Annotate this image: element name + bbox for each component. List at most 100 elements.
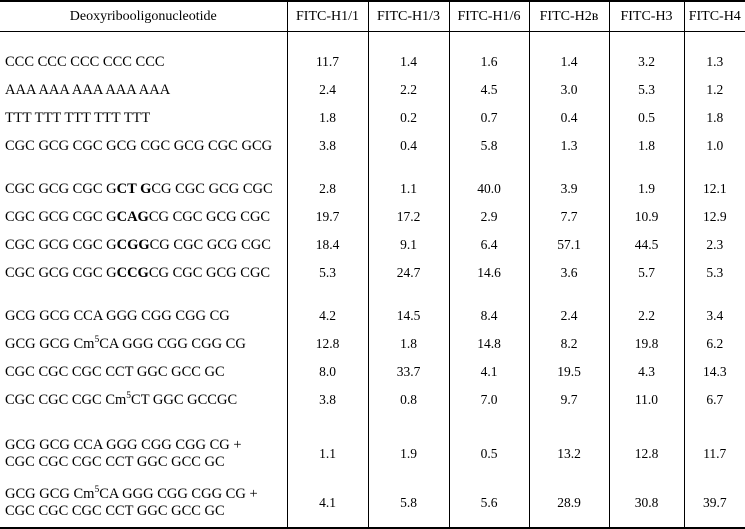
spacer-cell (528, 287, 609, 302)
table-row: CCC CCC CCC CCC CCC 11.7 1.4 1.6 1.4 3.2 1.3 (0, 48, 745, 76)
column-header-4: FITC-H2в (528, 1, 609, 32)
sequence-text: CA GGG CGG CGG CG + (99, 485, 258, 502)
spacer-cell (608, 287, 684, 302)
bold-sequence-segment: CGG (116, 236, 150, 253)
spacer-cell (0, 32, 287, 49)
value-cell: 0.2 (367, 104, 449, 132)
sequence-text: CG CGC GCG CGC (148, 264, 271, 281)
value-cell: 3.8 (286, 386, 368, 414)
value-cell: 19.8 (608, 330, 684, 358)
value-cell: 0.4 (528, 104, 609, 132)
value-cell: 12.9 (683, 203, 745, 231)
value-cell: 9.1 (367, 231, 449, 259)
sequence-line: CGC GCG CGC GCCGCG CGC GCG CGC (5, 265, 283, 282)
value-cell: 0.5 (608, 104, 684, 132)
value-cell: 5.3 (608, 76, 684, 104)
table-row: GCG GCG Cm5CA GGG CGG CGG CG 12.8 1.8 14.8 8… (0, 330, 745, 358)
value-cell: 1.9 (608, 175, 684, 203)
value-cell: 1.2 (683, 76, 745, 104)
spacer-cell (367, 31, 449, 48)
value-cell: 6.4 (448, 231, 529, 259)
table-row: CGC GCG CGC GCGGCG CGC GCG CGC 18.4 9.1 6.4… (0, 231, 745, 259)
table-row: CGC GCG CGC GCCGCG CGC GCG CGC 5.3 24.7 14.… (0, 259, 745, 287)
sequence-text: CGC GCG CGC G (5, 264, 117, 281)
value-cell: 3.6 (528, 259, 609, 287)
value-cell: 5.7 (608, 259, 684, 287)
sequence-line: TTT TTT TTT TTT TTT (5, 110, 283, 127)
table-row: CGC GCG CGC GCG CGC GCG CGC GCG 3.8 0.4 5.8… (0, 132, 745, 160)
value-cell: 0.7 (448, 104, 529, 132)
value-cell: 6.2 (683, 330, 745, 358)
table-row: GCG GCG Cm5CA GGG CGG CGG CG + CGC CGC CG… (0, 478, 745, 528)
value-cell: 30.8 (608, 478, 684, 528)
value-cell: 1.8 (286, 104, 368, 132)
spacer-cell (448, 287, 529, 302)
sequence-text: CGC CGC CGC CCT GGC GCC GC (5, 502, 225, 519)
value-cell: 44.5 (608, 231, 684, 259)
value-cell: 1.8 (608, 132, 684, 160)
value-cell: 12.1 (683, 175, 745, 203)
sequence-cell: CGC GCG CGC GCCGCG CGC GCG CGC (0, 259, 287, 287)
value-cell: 24.7 (367, 259, 449, 287)
value-cell: 14.5 (367, 302, 449, 330)
column-header-3: FITC-H1/6 (448, 1, 529, 32)
spacer-cell (683, 160, 745, 175)
sequence-text: AAA AAA AAA AAA AAA (5, 81, 171, 98)
sequence-line: CGC GCG CGC GCG CGC GCG CGC GCG (5, 138, 283, 155)
value-cell: 6.7 (683, 386, 745, 414)
sequence-text: CGC GCG CGC G (5, 236, 117, 253)
sequence-cell: CGC GCG CGC GCGGCG CGC GCG CGC (0, 231, 287, 259)
spacer-cell (683, 287, 745, 302)
sequence-cell: GCG GCG Cm5CA GGG CGG CGG CG + CGC CGC CG… (0, 478, 287, 528)
spacer-cell (286, 31, 368, 48)
sequence-line: CGC CGC CGC CCT GGC GCC GC (5, 503, 283, 520)
value-cell: 2.2 (608, 302, 684, 330)
sequence-cell: CGC CGC CGC CCT GGC GCC GC (0, 358, 287, 386)
sequence-line: CCC CCC CCC CCC CCC (5, 54, 283, 71)
value-cell: 4.5 (448, 76, 529, 104)
sequence-text: GCG GCG CCA GGG CGG CGG CG + (5, 436, 242, 453)
superscript-5: 5 (126, 390, 132, 401)
sequence-text: CT GGC GCCGC (131, 391, 238, 408)
group-spacer-row (0, 287, 745, 302)
value-cell: 9.7 (528, 386, 609, 414)
table-row: CGC GCG CGC GCT GCG CGC GCG CGC 2.8 1.1 40.… (0, 175, 745, 203)
sequence-line: CGC CGC CGC Cm5CT GGC GCCGC (5, 390, 283, 409)
table-row: CGC CGC CGC CCT GGC GCC GC 8.0 33.7 4.1 19.5… (0, 358, 745, 386)
sequence-text: CGC CGC CGC Cm (5, 391, 127, 408)
sequence-text: CA GGG CGG CGG CG (99, 335, 246, 352)
value-cell: 11.0 (608, 386, 684, 414)
sequence-cell: CGC CGC CGC Cm5CT GGC GCCGC (0, 386, 287, 414)
sequence-cell: CGC GCG CGC GCAGCG CGC GCG CGC (0, 203, 287, 231)
spacer-cell (0, 160, 287, 175)
value-cell: 40.0 (448, 175, 529, 203)
sequence-text: CGC CGC CGC CCT GGC GCC GC (5, 363, 225, 380)
value-cell: 28.9 (528, 478, 609, 528)
value-cell: 12.8 (286, 330, 368, 358)
value-cell: 4.2 (286, 302, 368, 330)
sequence-text: CGC CGC CGC CCT GGC GCC GC (5, 453, 225, 470)
sequence-cell: CGC GCG CGC GCG CGC GCG CGC GCG (0, 132, 287, 160)
value-cell: 1.1 (286, 429, 368, 478)
table-body: CCC CCC CCC CCC CCC 11.7 1.4 1.6 1.4 3.2 1.3 AA… (0, 31, 745, 528)
value-cell: 10.9 (608, 203, 684, 231)
sequence-cell: CGC GCG CGC GCT GCG CGC GCG CGC (0, 175, 287, 203)
value-cell: 1.4 (367, 48, 449, 76)
value-cell: 1.8 (367, 330, 449, 358)
sequence-line: GCG GCG Cm5CA GGG CGG CGG CG + (5, 485, 283, 503)
spacer-cell (0, 287, 287, 302)
value-cell: 57.1 (528, 231, 609, 259)
value-cell: 39.7 (683, 478, 745, 528)
sequence-line: CGC GCG CGC GCGGCG CGC GCG CGC (5, 237, 283, 254)
value-cell: 5.3 (683, 259, 745, 287)
value-cell: 14.3 (683, 358, 745, 386)
value-cell: 2.2 (367, 76, 449, 104)
table-row: CGC GCG CGC GCAGCG CGC GCG CGC 19.7 17.2 2.… (0, 203, 745, 231)
sequence-line: AAA AAA AAA AAA AAA (5, 82, 283, 99)
value-cell: 1.3 (683, 48, 745, 76)
value-cell: 0.5 (448, 429, 529, 478)
sequence-line: CGC CGC CGC CCT GGC GCC GC (5, 454, 283, 471)
value-cell: 5.6 (448, 478, 529, 528)
sequence-cell: GCG GCG CCA GGG CGG CGG CG (0, 302, 287, 330)
